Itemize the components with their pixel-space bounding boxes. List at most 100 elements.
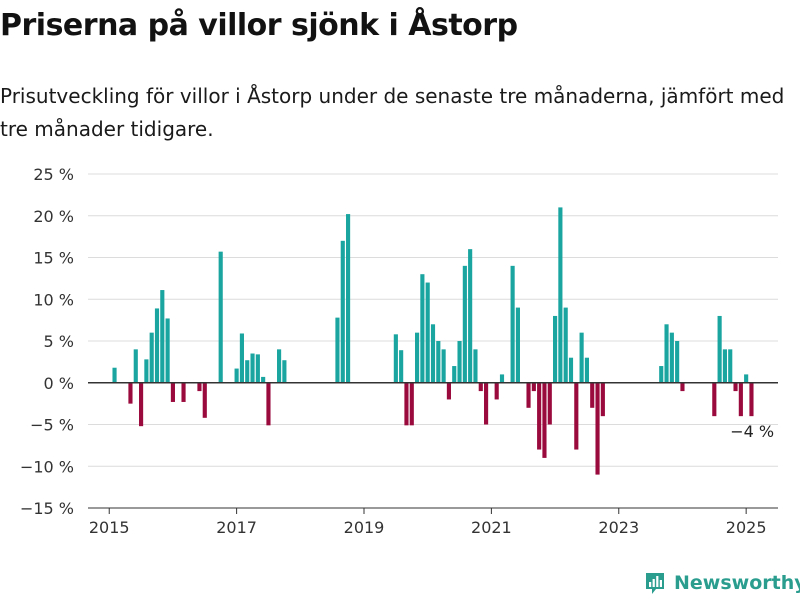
bar-positive	[430, 324, 436, 383]
bar-positive	[436, 341, 441, 383]
bar-negative	[733, 382, 738, 392]
bar-positive	[144, 359, 149, 383]
y-tick-label: −5 %	[30, 416, 74, 435]
bar-positive	[473, 349, 478, 383]
y-tick-label: 15 %	[33, 249, 74, 268]
bar-negative	[531, 382, 536, 392]
bar-positive	[728, 349, 733, 383]
y-tick-label: 25 %	[33, 165, 74, 184]
bar-positive	[722, 349, 727, 383]
bar-positive	[675, 341, 680, 383]
bars	[112, 207, 754, 475]
bar-positive	[457, 341, 462, 383]
y-tick-label: 0 %	[44, 374, 74, 393]
bar-positive	[149, 332, 154, 383]
y-tick-label: 5 %	[44, 332, 74, 351]
x-tick-label: 2015	[89, 518, 130, 537]
bar-negative	[446, 382, 451, 400]
brand-name: Newsworthy	[674, 572, 800, 594]
bar-positive	[579, 332, 584, 383]
bar-negative	[181, 382, 186, 402]
bar-positive	[255, 354, 260, 383]
bar-negative	[139, 382, 144, 427]
bar-positive	[335, 317, 340, 383]
bar-positive	[669, 332, 674, 383]
bar-negative	[738, 382, 743, 417]
bar-positive	[165, 318, 170, 383]
bar-negative	[542, 382, 547, 458]
bar-negative	[197, 382, 202, 392]
bar-positive	[499, 374, 505, 383]
y-tick-label: −15 %	[20, 499, 74, 518]
bar-positive	[558, 207, 563, 383]
bar-negative	[128, 382, 133, 404]
last-value-annotation: −4 %	[730, 422, 774, 441]
bar-negative	[590, 382, 595, 408]
bar-negative	[266, 382, 271, 426]
bar-positive	[346, 214, 351, 383]
newsworthy-logo-icon	[646, 573, 664, 594]
bar-negative	[574, 382, 579, 450]
bar-positive	[441, 349, 446, 383]
x-tick-label: 2023	[598, 518, 639, 537]
bar-positive	[250, 353, 255, 383]
bar-negative	[202, 382, 207, 418]
bar-positive	[515, 307, 520, 383]
bar-positive	[133, 349, 138, 383]
bar-negative	[749, 382, 754, 417]
bar-positive	[462, 265, 467, 383]
bar-negative	[537, 382, 542, 450]
bar-positive	[425, 282, 430, 383]
bar-positive	[340, 240, 345, 383]
bar-positive	[568, 357, 574, 383]
bar-positive	[717, 315, 722, 383]
bar-positive	[234, 368, 239, 383]
x-tick-labels: 2015 2017 2019 2021 2023 2025	[89, 508, 767, 537]
x-tick-label: 2021	[471, 518, 512, 537]
y-tick-label: 20 %	[33, 207, 74, 226]
bar-positive	[664, 324, 669, 383]
bar-positive	[553, 315, 558, 383]
y-tick-label: −10 %	[20, 457, 74, 476]
bar-positive	[218, 251, 223, 383]
brand-logo: Newsworthy	[644, 570, 800, 596]
bar-positive	[468, 249, 473, 383]
bar-negative	[547, 382, 552, 425]
bar-positive	[415, 332, 420, 383]
bar-positive	[452, 366, 457, 383]
bar-negative	[484, 382, 489, 425]
bar-positive	[659, 366, 664, 383]
bar-positive	[399, 350, 404, 383]
bar-negative	[478, 382, 483, 392]
bar-negative	[712, 382, 717, 417]
bar-negative	[404, 382, 409, 426]
bar-positive	[160, 290, 165, 383]
bar-positive	[154, 308, 160, 383]
chart-subtitle: Prisutveckling för villor i Åstorp under…	[0, 84, 785, 141]
bar-positive	[584, 357, 589, 383]
bar-positive	[245, 360, 250, 383]
bar-positive	[261, 376, 266, 383]
y-tick-labels: 25 % 20 % 15 % 10 % 5 % 0 % −5 % −10 % −15 %	[20, 165, 74, 518]
bar-positive	[420, 274, 425, 383]
y-tick-label: 10 %	[33, 290, 74, 309]
bar-positive	[563, 307, 568, 383]
bar-positive	[282, 360, 287, 383]
bar-negative	[494, 382, 499, 400]
bar-positive	[112, 367, 117, 383]
x-tick-label: 2025	[726, 518, 767, 537]
bar-positive	[393, 334, 398, 383]
chart-title: Priserna på villor sjönk i Åstorp	[0, 8, 518, 43]
bar-positive	[744, 374, 749, 383]
bar-negative	[600, 382, 605, 417]
bar-negative	[170, 382, 175, 402]
bar-positive	[239, 333, 244, 383]
x-tick-label: 2017	[216, 518, 257, 537]
bar-positive	[510, 265, 515, 383]
bar-negative	[526, 382, 531, 408]
bar-negative	[680, 382, 685, 392]
bar-negative	[409, 382, 414, 426]
bar-negative	[595, 382, 600, 475]
x-tick-label: 2019	[344, 518, 385, 537]
